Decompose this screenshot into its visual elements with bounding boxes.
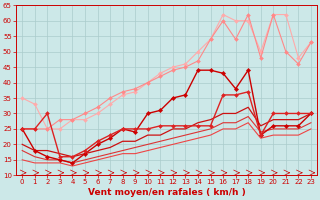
X-axis label: Vent moyen/en rafales ( km/h ): Vent moyen/en rafales ( km/h ) bbox=[88, 188, 245, 197]
